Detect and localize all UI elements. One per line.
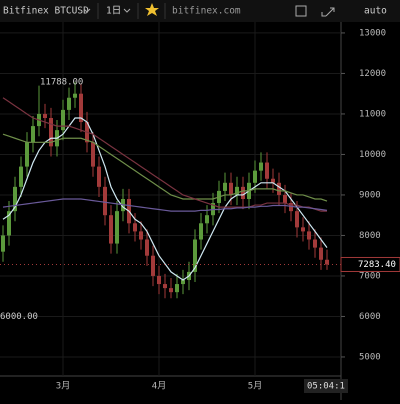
toolbar: Bitfinex BTCUSD 1日 bitfinex.com auto xyxy=(0,0,400,22)
candle-body xyxy=(13,186,17,212)
symbol[interactable]: Bitfinex BTCUSD xyxy=(3,6,89,17)
candle-body xyxy=(307,231,311,240)
candle-body xyxy=(223,182,227,191)
candle-body xyxy=(43,113,47,118)
y-tick-label: 11000 xyxy=(359,109,386,119)
candle-body xyxy=(295,211,299,228)
screenshot-icon[interactable] xyxy=(295,5,307,17)
candle-body xyxy=(145,239,149,256)
x-tick-label: 3月 xyxy=(56,381,70,392)
time-tag xyxy=(304,379,348,393)
x-tick-label: 4月 xyxy=(152,381,166,392)
y-tick-label: 10000 xyxy=(359,150,386,160)
candle-body xyxy=(19,166,23,187)
candle-body xyxy=(175,284,179,293)
dropdown-icon[interactable] xyxy=(123,8,131,13)
candle-body xyxy=(193,239,197,272)
time-label: 05:04:1 xyxy=(307,382,345,392)
x-tick-label: 5月 xyxy=(248,381,262,392)
y-tick-label: 12000 xyxy=(359,69,386,79)
candle-body xyxy=(163,284,167,289)
y-tick-label: 7000 xyxy=(359,271,381,281)
candle-body xyxy=(271,178,275,183)
dropdown-icon[interactable] xyxy=(83,8,91,13)
y-tick-label: 6000 xyxy=(359,312,381,322)
candle-body xyxy=(61,109,65,131)
candle-body xyxy=(73,93,77,98)
candle-body xyxy=(301,227,305,232)
candle-body xyxy=(265,162,269,179)
candle-body xyxy=(79,93,83,123)
candle-body xyxy=(97,166,101,187)
candle-body xyxy=(67,97,71,110)
candle-body xyxy=(229,182,233,195)
candle-body xyxy=(7,211,11,236)
candle-body xyxy=(259,162,263,171)
candle-body xyxy=(205,215,209,224)
candle-body xyxy=(235,186,239,195)
price-tag xyxy=(340,256,400,272)
favorite-icon[interactable] xyxy=(145,3,159,16)
candle-body xyxy=(31,126,35,143)
candle-body xyxy=(199,223,203,240)
candle-body xyxy=(157,275,161,285)
low-label: 6000.00 xyxy=(0,312,38,322)
candle-body xyxy=(319,247,323,260)
y-tick-label: 5000 xyxy=(359,352,381,362)
candle-body xyxy=(109,215,113,244)
candle-body xyxy=(253,170,257,183)
candle-body xyxy=(289,203,293,212)
candle-body xyxy=(103,186,107,216)
candle-body xyxy=(115,211,119,244)
scale-mode[interactable]: auto xyxy=(364,6,387,17)
candle-body xyxy=(91,142,95,167)
candle-body xyxy=(313,239,317,248)
candle-body xyxy=(151,255,155,276)
candle-body xyxy=(241,186,245,199)
candle-body xyxy=(139,231,143,240)
interval[interactable]: 1日 xyxy=(106,6,121,17)
site: bitfinex.com xyxy=(172,6,241,17)
plot: 5000 6000 7000 8000 9000 10000 11000 12000 13000… xyxy=(0,22,386,392)
candle-body xyxy=(277,182,281,195)
candle-body xyxy=(283,194,287,204)
moving-average xyxy=(2,133,328,202)
y-tick-label: 13000 xyxy=(359,28,386,38)
price-tag-label: 7283.40 xyxy=(358,260,396,270)
y-tick-label: 8000 xyxy=(359,231,381,241)
high-label: 11788.00 xyxy=(40,78,83,88)
moving-average xyxy=(2,97,327,212)
y-tick-label: 9000 xyxy=(359,190,381,200)
candle-body xyxy=(181,280,185,285)
moving-average xyxy=(2,117,328,281)
fullscreen-icon[interactable] xyxy=(321,7,335,17)
candle-body xyxy=(1,235,5,252)
candle-body xyxy=(133,223,137,232)
candle-body xyxy=(325,259,329,265)
candle-body xyxy=(169,288,173,293)
moving-average xyxy=(2,198,328,212)
candle-body xyxy=(49,117,53,147)
candle-body xyxy=(25,142,29,167)
